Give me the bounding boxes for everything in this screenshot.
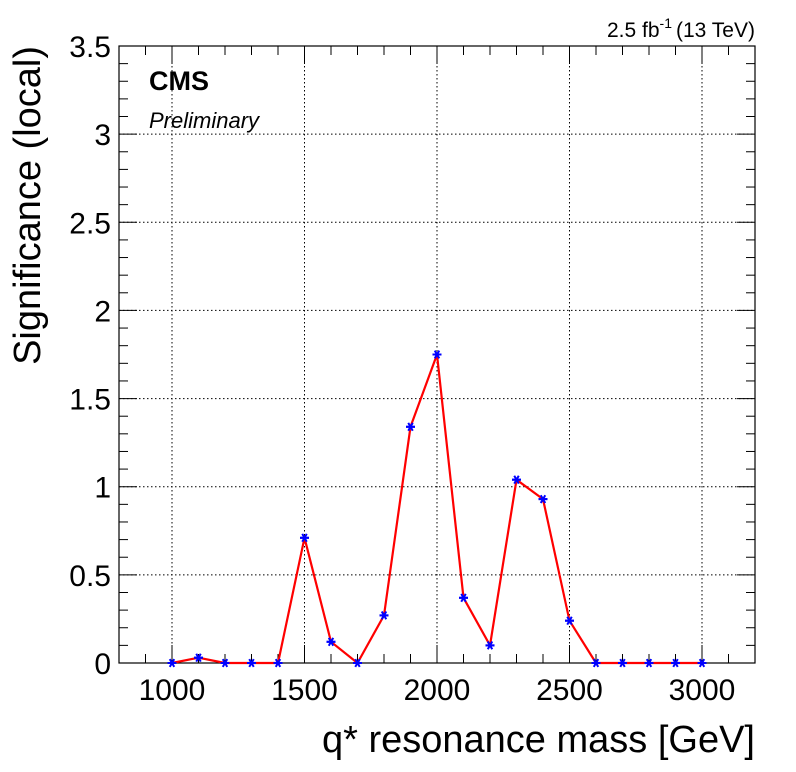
cms-label: CMS: [149, 66, 209, 96]
data-point: [353, 658, 362, 668]
y-axis-title: Significance (local): [7, 46, 49, 365]
lumi-exponent: -1: [660, 15, 673, 31]
data-point: [273, 658, 283, 668]
data-markers: [167, 350, 707, 668]
data-point: [565, 616, 574, 626]
data-point: [697, 658, 707, 668]
y-tick-label: 1.5: [69, 384, 111, 417]
data-point: [644, 658, 654, 668]
x-tick-label: 1000: [139, 674, 206, 707]
y-tick-label: 0.5: [69, 560, 111, 593]
y-tick-label: 3.5: [69, 31, 111, 64]
y-tick-label: 2.5: [69, 207, 111, 240]
data-point: [406, 422, 415, 432]
data-point: [432, 350, 442, 359]
y-tick-label: 2: [94, 295, 111, 328]
x-tick-labels: 1000 1500 2000 2500 3000: [139, 674, 736, 707]
data-point: [459, 593, 468, 603]
data-point: [247, 658, 256, 668]
data-point: [167, 658, 177, 668]
x-tick-label: 3000: [669, 674, 736, 707]
y-tick-labels: 0 0.5 1 1.5 2 2.5 3 3.5: [69, 31, 111, 681]
data-point: [379, 611, 389, 620]
y-tick-label: 1: [94, 472, 111, 505]
data-point: [194, 653, 203, 663]
data-point: [618, 658, 627, 668]
data-point: [220, 658, 230, 668]
lumi-energy: (13 TeV): [676, 19, 755, 42]
preliminary-label: Preliminary: [149, 108, 261, 133]
data-point: [485, 641, 495, 650]
y-tick-label: 0: [94, 648, 111, 681]
plot-frame: [118, 45, 756, 664]
x-tick-label: 1500: [271, 674, 338, 707]
lumi-value: 2.5 fb: [607, 19, 660, 42]
data-point: [671, 658, 680, 668]
data-point: [300, 533, 309, 543]
x-tick-label: 2000: [404, 674, 471, 707]
data-point: [591, 658, 601, 668]
data-point: [326, 637, 336, 647]
x-tick-label: 2500: [536, 674, 603, 707]
data-point: [538, 494, 548, 504]
x-axis-title: q* resonance mass [GeV]: [322, 719, 755, 761]
data-point: [512, 475, 521, 485]
lumi-label: 2.5 fb-1 (13 TeV): [607, 15, 755, 42]
y-tick-label: 3: [94, 119, 111, 152]
